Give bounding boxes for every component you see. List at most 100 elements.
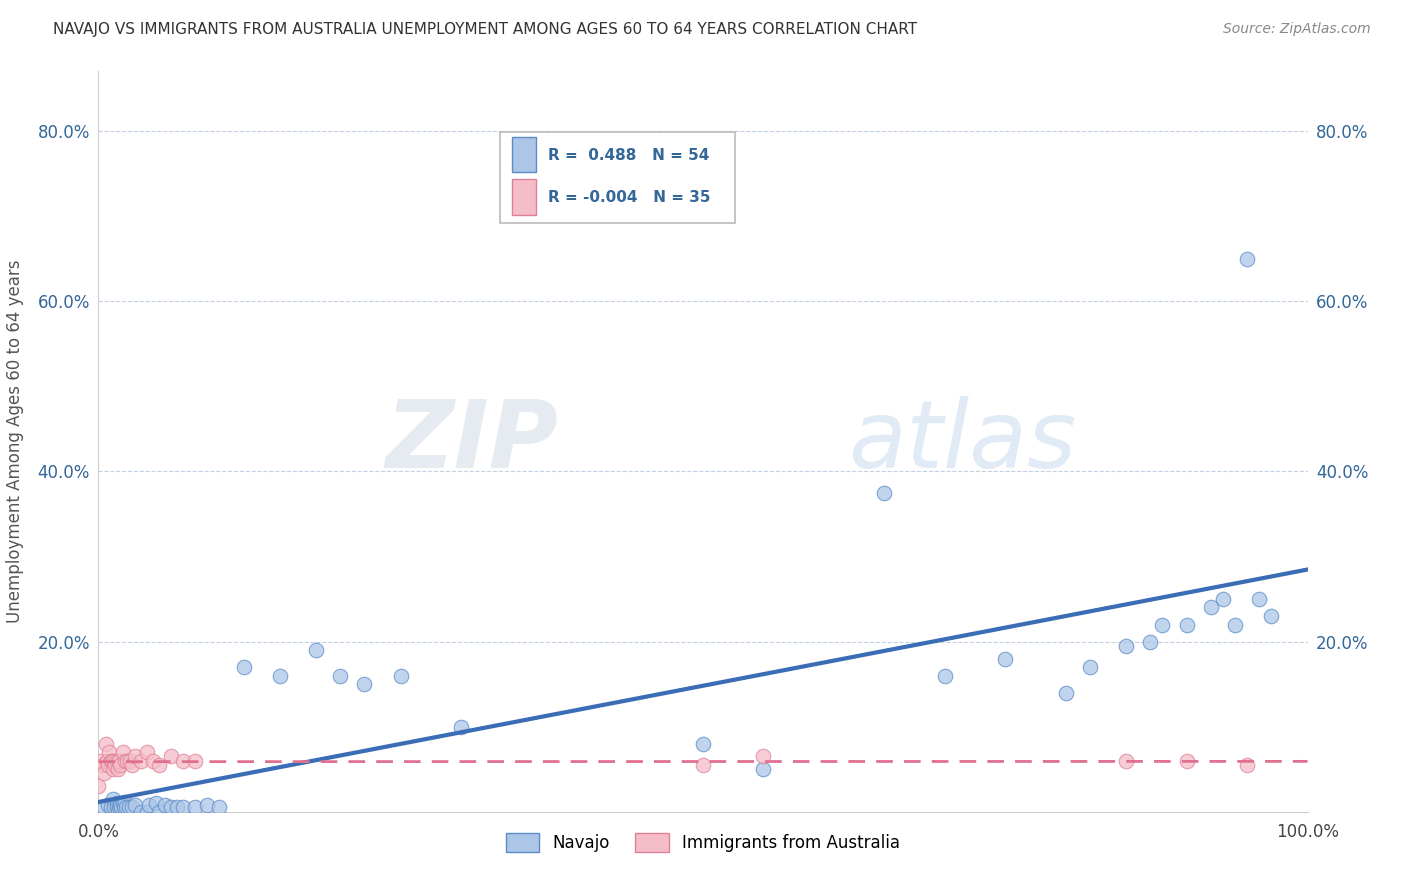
Point [115,800,138,814]
Point [111,745,134,759]
FancyBboxPatch shape [512,136,536,172]
Point [1212,591,1234,606]
Point [389,668,412,682]
Point [1139,634,1161,648]
Point [994,651,1017,665]
Point [105,796,128,810]
Point [121,800,143,814]
Point [108,797,131,812]
Point [305,643,328,657]
Text: ZIP: ZIP [385,395,558,488]
Point [121,758,143,772]
Point [129,805,152,819]
Point [166,800,188,814]
Point [692,758,714,772]
Point [172,754,194,768]
Point [124,749,146,764]
Point [160,749,183,764]
Point [129,754,152,768]
Point [1236,252,1258,266]
Point [94,737,117,751]
Point [353,677,375,691]
Point [873,485,896,500]
Point [111,796,134,810]
Point [184,800,207,814]
FancyBboxPatch shape [512,179,536,215]
Point [145,796,167,810]
Point [142,754,165,768]
Point [1175,754,1198,768]
Point [1175,617,1198,632]
Text: atlas: atlas [848,396,1077,487]
Point [101,762,124,776]
Point [100,754,122,768]
Point [118,754,141,768]
Point [329,668,352,682]
Point [148,805,170,819]
Point [1054,685,1077,699]
Point [195,797,218,812]
Point [1223,617,1246,632]
Point [87,779,110,793]
Point [110,800,132,814]
Point [93,800,115,814]
Point [172,800,194,814]
Point [93,766,115,780]
Point [138,797,160,812]
Point [1115,639,1137,653]
Point [117,754,139,768]
Point [934,668,956,682]
Point [96,754,118,768]
Point [1260,609,1282,624]
Point [232,660,254,674]
Point [107,805,129,819]
Point [91,758,114,772]
FancyBboxPatch shape [499,132,734,223]
Point [1078,660,1101,674]
Point [135,805,157,819]
Point [103,754,125,768]
Point [104,758,127,772]
Point [118,800,141,814]
Point [450,720,472,734]
Point [1152,617,1174,632]
Point [184,754,207,768]
Point [135,745,157,759]
Point [114,795,136,809]
Point [105,754,128,768]
Text: Source: ZipAtlas.com: Source: ZipAtlas.com [1223,22,1371,37]
Point [103,800,125,814]
Text: NAVAJO VS IMMIGRANTS FROM AUSTRALIA UNEMPLOYMENT AMONG AGES 60 TO 64 YEARS CORRE: NAVAJO VS IMMIGRANTS FROM AUSTRALIA UNEM… [53,22,918,37]
Point [100,754,122,768]
Point [97,797,120,812]
Point [105,800,128,814]
Point [153,797,176,812]
Point [108,754,131,768]
Point [97,758,120,772]
Point [90,754,112,768]
Point [160,800,183,814]
Point [108,800,131,814]
Point [1249,591,1271,606]
Y-axis label: Unemployment Among Ages 60 to 64 years: Unemployment Among Ages 60 to 64 years [6,260,24,624]
Point [98,745,121,759]
Point [108,758,131,772]
Text: R = -0.004   N = 35: R = -0.004 N = 35 [547,190,710,205]
Point [692,737,714,751]
Point [101,792,124,806]
Point [100,800,122,814]
Point [107,762,129,776]
Point [752,762,775,776]
Point [208,800,231,814]
Point [1236,758,1258,772]
Point [1199,600,1222,615]
Point [269,668,291,682]
Point [114,754,136,768]
Point [148,758,170,772]
Point [124,797,146,812]
Point [112,800,135,814]
Point [1115,754,1137,768]
Point [752,749,775,764]
Legend: Navajo, Immigrants from Australia: Navajo, Immigrants from Australia [499,826,907,859]
Text: R =  0.488   N = 54: R = 0.488 N = 54 [547,148,709,162]
